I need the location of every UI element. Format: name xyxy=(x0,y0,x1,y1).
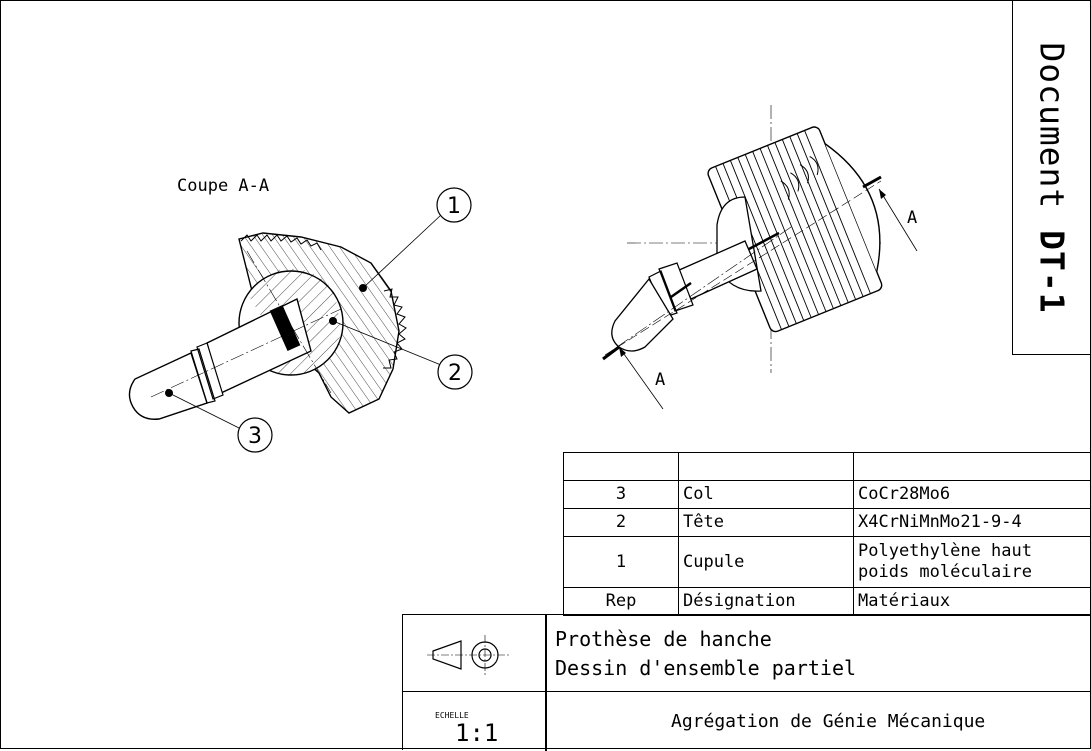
callout-3: 3 xyxy=(238,418,272,452)
title-block-divider-h xyxy=(403,691,1091,692)
header-designation: Désignation xyxy=(679,588,854,616)
cut-mark-top xyxy=(863,177,881,187)
rep-cell: 3 xyxy=(564,481,679,509)
nomenclature-blank-row xyxy=(564,453,1091,481)
view-arrowhead-top xyxy=(879,189,886,199)
drawing-title-line-2: Dessin d'ensemble partiel xyxy=(555,654,856,683)
drawing-title: Prothèse de hanche Dessin d'ensemble par… xyxy=(555,625,856,683)
leader-dot-2 xyxy=(329,317,337,325)
document-label: Document xyxy=(1032,42,1071,209)
leader-dot-3 xyxy=(165,389,173,397)
document-id: DT-1 xyxy=(1032,230,1071,313)
designation-cell: Col xyxy=(679,481,854,509)
cut-mark-bottom xyxy=(603,347,619,359)
materiau-line-1: Polyethylène haut xyxy=(858,541,1088,562)
blank-cell xyxy=(679,453,854,481)
title-block: Prothèse de hanche Dessin d'ensemble par… xyxy=(402,614,1091,750)
designation-cell: Cupule xyxy=(679,537,854,588)
table-row: 2 Tête X4CrNiMnMo21-9-4 xyxy=(564,509,1091,537)
section-label-bottom: A xyxy=(655,370,665,390)
callout-2: 2 xyxy=(438,355,472,389)
svg-text:3: 3 xyxy=(248,424,262,449)
header-rep: Rep xyxy=(564,588,679,616)
materiau-cell: X4CrNiMnMo21-9-4 xyxy=(854,509,1091,537)
section-view: 1 2 3 xyxy=(129,188,472,452)
materiau-cell: CoCr28Mo6 xyxy=(854,481,1091,509)
svg-text:2: 2 xyxy=(448,361,462,386)
blank-cell xyxy=(854,453,1091,481)
leader-line-1 xyxy=(363,215,441,288)
document-tag: Document DT-1 xyxy=(1012,1,1090,355)
rep-cell: 2 xyxy=(564,509,679,537)
header-materiau: Matériaux xyxy=(854,588,1091,616)
drawing-title-line-1: Prothèse de hanche xyxy=(555,625,856,654)
title-block-divider-v xyxy=(545,615,547,751)
external-view: A A xyxy=(603,105,917,409)
document-tag-text: Document DT-1 xyxy=(1032,42,1071,313)
svg-text:1: 1 xyxy=(447,194,461,219)
leader-dot-1 xyxy=(359,284,367,292)
table-row: 3 Col CoCr28Mo6 xyxy=(564,481,1091,509)
callout-1: 1 xyxy=(437,188,471,222)
section-title: Coupe A-A xyxy=(177,176,269,196)
table-header-row: Rep Désignation Matériaux xyxy=(564,588,1091,616)
rep-cell: 1 xyxy=(564,537,679,588)
nomenclature-table: 3 Col CoCr28Mo6 2 Tête X4CrNiMnMo21-9-4 … xyxy=(563,452,1091,616)
scale-value: 1:1 xyxy=(455,719,498,747)
materiau-line-2: poids moléculaire xyxy=(858,562,1088,583)
blank-cell xyxy=(564,453,679,481)
section-label-top: A xyxy=(907,208,917,228)
organisation-label: Agrégation de Génie Mécanique xyxy=(671,711,985,732)
designation-cell: Tête xyxy=(679,509,854,537)
